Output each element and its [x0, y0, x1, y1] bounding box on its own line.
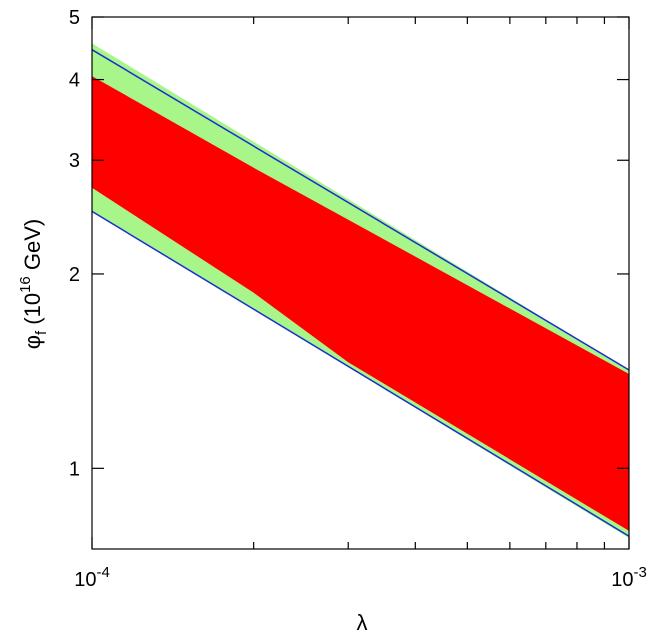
y-tick-label: 1	[69, 458, 80, 480]
blue-line-lower	[92, 210, 629, 537]
plot-frame	[91, 16, 630, 550]
plot-area	[92, 43, 629, 539]
y-tick-label: 5	[69, 7, 80, 29]
blue-line-upper	[92, 49, 629, 371]
x-ticks: 10-4 10-3	[74, 17, 647, 591]
y-axis-label: φf (1016 GeV)	[17, 219, 50, 350]
y-ticks: 1 2 3 4 5	[69, 7, 629, 480]
y-tick-label: 3	[69, 150, 80, 172]
x-tick-label: 10-4	[74, 564, 110, 591]
y-tick-label: 2	[69, 264, 80, 286]
red-band	[92, 76, 629, 531]
x-tick-label: 10-3	[611, 564, 647, 591]
x-axis-label: λ	[357, 610, 368, 635]
y-tick-label: 4	[69, 70, 80, 92]
